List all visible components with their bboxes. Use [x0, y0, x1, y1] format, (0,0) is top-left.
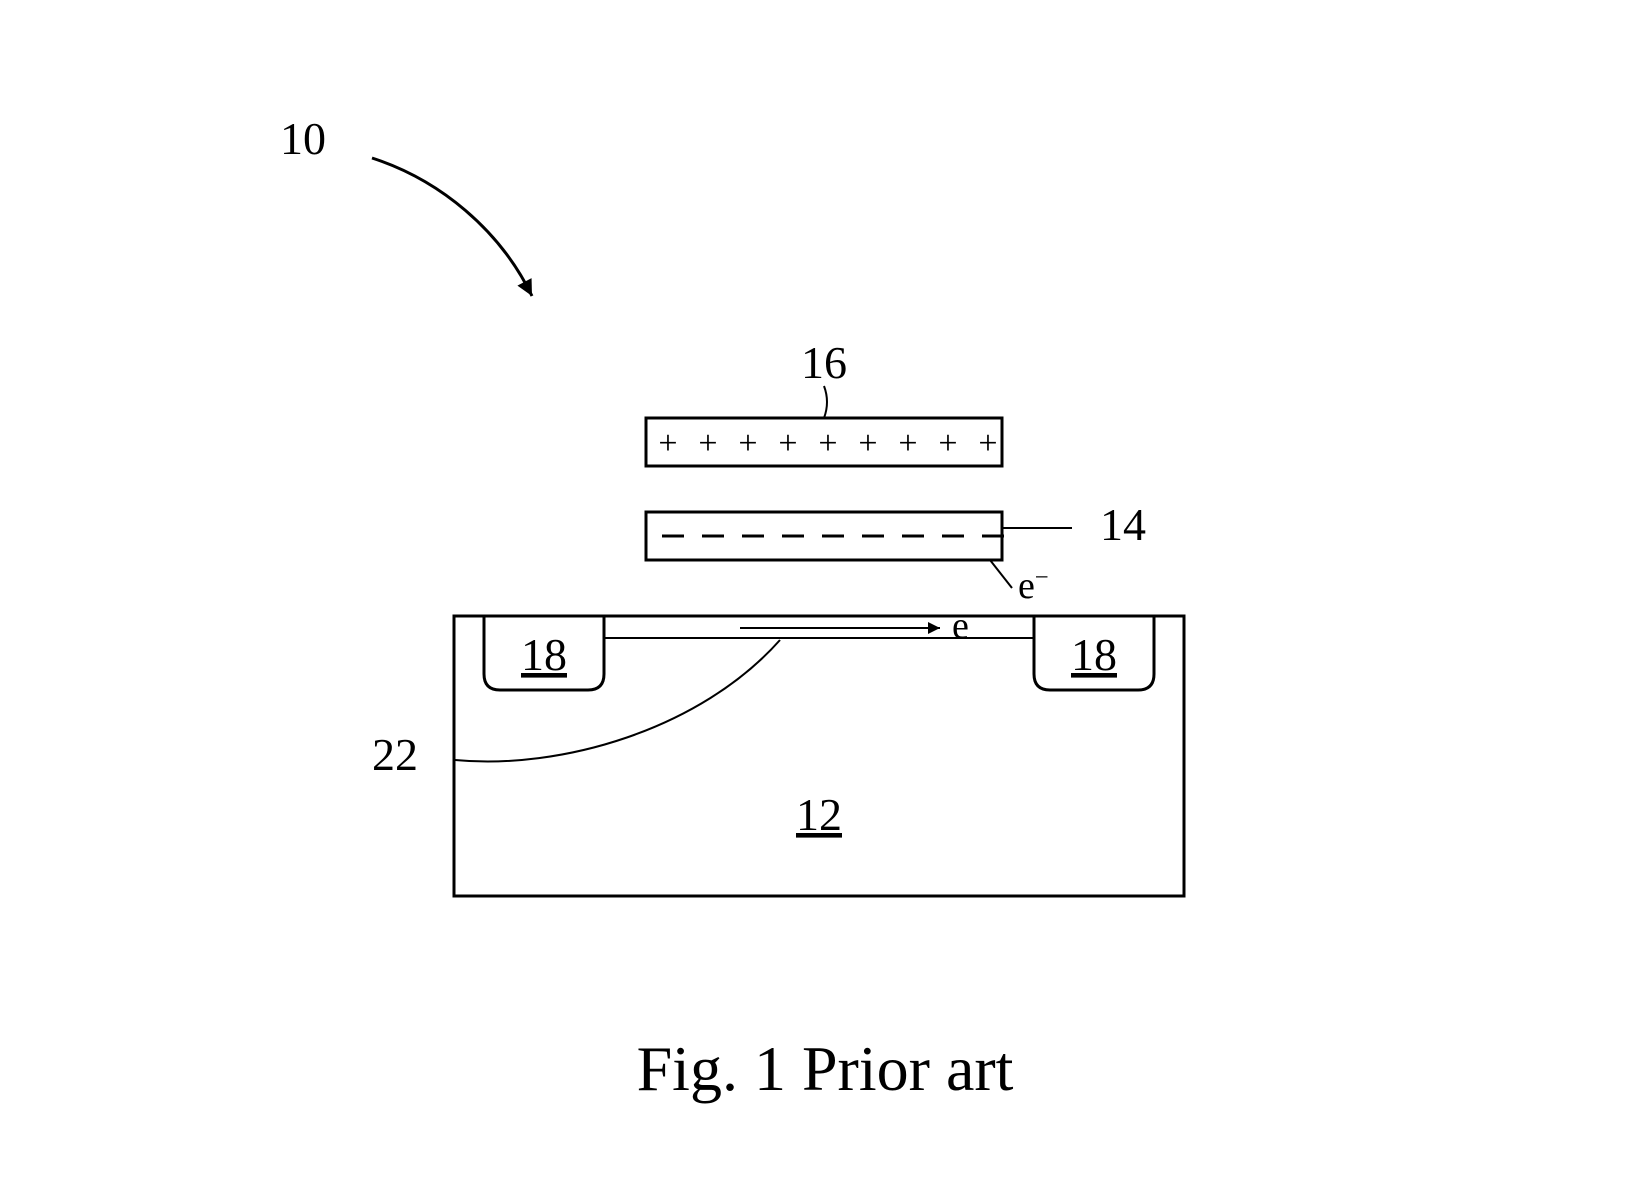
positive-charge-icon: + [818, 425, 837, 462]
ref-label-22: 22 [372, 729, 418, 780]
hot-electron-label: e− [1018, 564, 1049, 608]
ref-label-18-right: 18 [1071, 629, 1117, 680]
positive-charge-icon: + [938, 425, 957, 462]
assembly-arrow [372, 158, 532, 296]
ref-label-10: 10 [280, 113, 326, 164]
leader-16 [824, 386, 827, 418]
figure-svg: 12 18 18 e− 14 + + + + + + + + +16 e− 22 10 Fig. 1 Prior … [0, 0, 1651, 1198]
ref-label-16: 16 [801, 337, 847, 388]
ref-label-14: 14 [1100, 499, 1146, 550]
channel-electron-label: e− [952, 604, 983, 648]
positive-charge-icon: + [698, 425, 717, 462]
positive-charge-icon: + [738, 425, 757, 462]
ref-label-18-left: 18 [521, 629, 567, 680]
ref-label-12: 12 [796, 789, 842, 840]
positive-charge-icon: + [858, 425, 877, 462]
leader-hot-e [990, 560, 1012, 588]
positive-charge-icon: + [778, 425, 797, 462]
positive-charge-icon: + [898, 425, 917, 462]
positive-charge-icon: + [658, 425, 677, 462]
positive-charge-icon: + [978, 425, 997, 462]
leader-22 [455, 640, 780, 762]
figure-caption: Fig. 1 Prior art [637, 1033, 1014, 1104]
